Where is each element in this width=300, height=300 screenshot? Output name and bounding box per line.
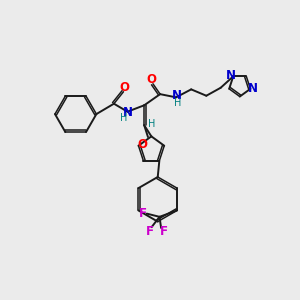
- Text: O: O: [146, 73, 156, 86]
- Text: N: N: [172, 89, 182, 102]
- Text: N: N: [123, 106, 133, 119]
- Text: O: O: [137, 138, 148, 151]
- Text: F: F: [160, 226, 168, 238]
- Text: F: F: [146, 225, 154, 238]
- Text: F: F: [139, 207, 147, 220]
- Text: N: N: [226, 69, 236, 82]
- Text: H: H: [174, 98, 181, 108]
- Text: N: N: [248, 82, 258, 95]
- Text: H: H: [120, 113, 127, 123]
- Text: O: O: [119, 81, 129, 94]
- Text: H: H: [148, 118, 155, 129]
